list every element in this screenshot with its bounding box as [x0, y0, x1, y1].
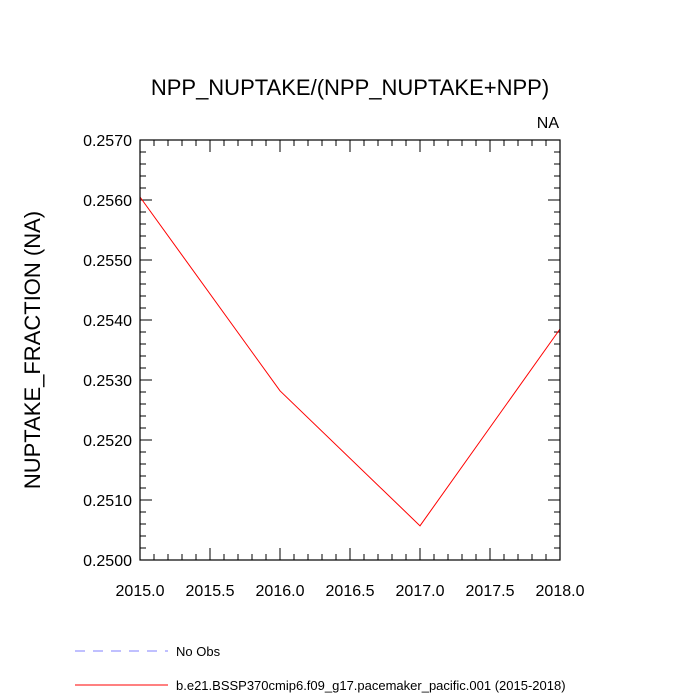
tick-labels: 2015.0 2015.5 2016.0 2016.5 2017.0 2017.5 2018…: [83, 133, 585, 600]
x-tick-label: 2015.5: [186, 583, 235, 600]
series-line-0: [139, 196, 561, 527]
series-group: [139, 196, 561, 527]
y-tick-label: 0.2530: [83, 373, 132, 390]
y-tick-label: 0.2500: [83, 553, 132, 570]
y-tick-label: 0.2570: [83, 133, 132, 150]
corner-label: NA: [537, 115, 560, 132]
legend-label-0: No Obs: [176, 644, 221, 659]
legend: No Obs b.e21.BSSP370cmip6.f09_g17.pacemak…: [75, 644, 566, 693]
y-tick-label: 0.2560: [83, 193, 132, 210]
chart-title: NPP_NUPTAKE/(NPP_NUPTAKE+NPP): [151, 75, 549, 100]
y-tick-label: 0.2510: [83, 493, 132, 510]
y-tick-label: 0.2550: [83, 253, 132, 270]
x-tick-label: 2018.0: [536, 583, 585, 600]
x-tick-label: 2015.0: [116, 583, 165, 600]
plot-frame: [139, 139, 561, 561]
y-tick-label: 0.2540: [83, 313, 132, 330]
y-tick-label: 0.2520: [83, 433, 132, 450]
x-tick-label: 2016.0: [256, 583, 305, 600]
x-tick-label: 2017.0: [396, 583, 445, 600]
axis-ticks: [139, 139, 561, 561]
legend-label-1: b.e21.BSSP370cmip6.f09_g17.pacemaker_pac…: [176, 678, 566, 693]
x-tick-label: 2017.5: [466, 583, 515, 600]
y-axis-label: NUPTAKE_FRACTION (NA): [20, 211, 45, 489]
x-tick-label: 2016.5: [326, 583, 375, 600]
